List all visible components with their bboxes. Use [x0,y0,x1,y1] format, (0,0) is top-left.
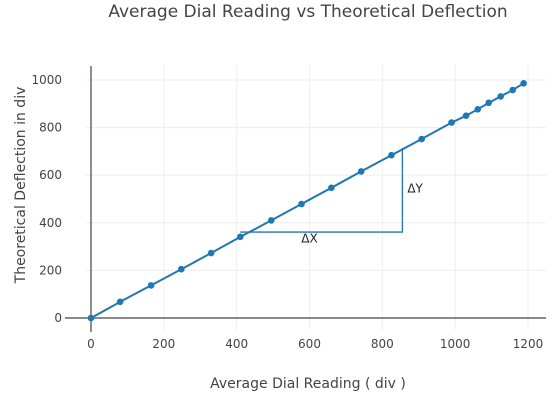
data-point [87,314,95,322]
slope-triangle-lines [240,147,404,233]
tick-labels: 0 200 400 600 800 1000 1200 0 200 400 600 800 1000 [31,73,543,351]
grid [86,65,546,330]
annotation-label: ΔY [407,181,423,195]
axes [65,66,546,332]
data-point [462,112,470,119]
data-point [520,80,527,87]
series-line [90,82,525,319]
x-tick-label: 200 [152,337,175,351]
data-point [116,298,124,306]
data-point [388,151,395,159]
y-tick-label: 600 [39,168,62,182]
y-axis-label: Theoretical Deflection in div [13,87,29,285]
data-point [418,135,425,143]
y-tick-label: 200 [39,263,62,277]
data-point [147,282,155,289]
chart-title: Average Dial Reading vs Theoretical Defl… [108,2,507,22]
data-point [267,217,275,224]
data-point [474,105,482,113]
y-tick-label: 0 [54,311,62,325]
y-tick-label: 1000 [31,73,62,87]
data-point [207,249,215,257]
data-point [298,200,305,208]
data-point [178,265,185,273]
x-tick-label: 1200 [513,337,544,351]
y-tick-label: 400 [39,216,62,230]
annotation-label: ΔX [301,231,317,245]
y-tick-label: 800 [39,121,62,135]
data-point [328,184,335,192]
x-tick-label: 1000 [440,337,471,351]
data-point [448,119,455,126]
annotations: ΔX ΔY [301,181,423,245]
data-point [485,99,492,107]
slope-triangle [240,147,404,233]
x-tick-label: 800 [371,337,394,351]
x-tick-label: 0 [87,337,95,351]
x-tick-label: 600 [298,337,321,351]
x-tick-label: 400 [225,337,248,351]
data-point [357,168,365,175]
x-axis-label: Average Dial Reading ( div ) [210,376,406,392]
data-point [509,86,517,94]
series [87,80,527,322]
data-point [497,93,504,100]
data-point [237,233,244,241]
